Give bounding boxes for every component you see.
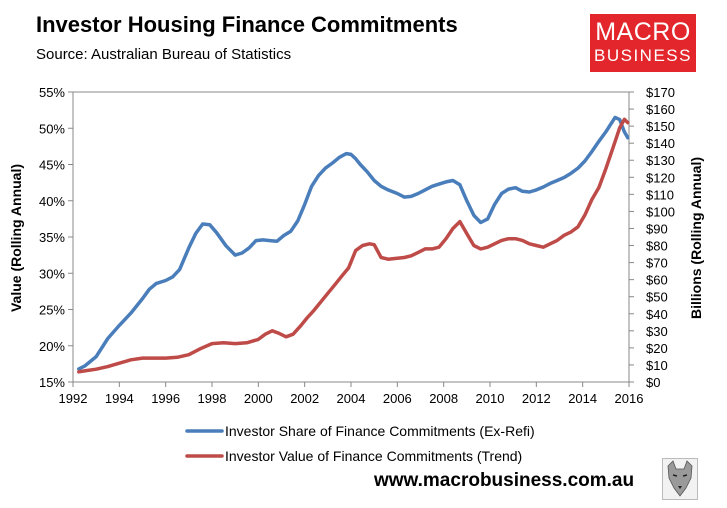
y-right-tick-label: $60: [646, 273, 668, 288]
y-left-tick-label: 55%: [39, 85, 65, 100]
y-axis-left-title: Value (Rolling Annual): [8, 164, 24, 312]
y-left-tick-label: 35%: [39, 230, 65, 245]
y-right-tick-label: $10: [646, 358, 668, 373]
y-right-tick-label: $80: [646, 239, 668, 254]
x-tick-label: 2008: [429, 391, 458, 406]
x-tick-label: 2010: [476, 391, 505, 406]
series-line-investor-share: [77, 115, 630, 371]
y-right-tick-label: $120: [646, 170, 675, 185]
x-tick-label: 2012: [522, 391, 551, 406]
x-tick-label: 1998: [198, 391, 227, 406]
x-tick-label: 2004: [337, 391, 366, 406]
legend-label: Investor Value of Finance Commitments (T…: [225, 448, 522, 464]
chart-series: [77, 115, 630, 374]
x-tick-label: 2002: [290, 391, 319, 406]
y-right-tick-label: $150: [646, 119, 675, 134]
chart-source: Source: Australian Bureau of Statistics: [36, 46, 292, 63]
chart-title: Investor Housing Finance Commitments: [36, 12, 458, 37]
x-tick-label: 1996: [151, 391, 180, 406]
x-tick-label: 1994: [105, 391, 134, 406]
wolf-icon: [662, 458, 698, 500]
series-line-investor-value: [77, 117, 630, 374]
y-right-tick-label: $70: [646, 256, 668, 271]
legend-label: Investor Share of Finance Commitments (E…: [225, 423, 535, 439]
macrobusiness-logo: MACRO BUSINESS: [590, 14, 696, 72]
y-right-tick-label: $130: [646, 153, 675, 168]
y-right-tick-label: $110: [646, 187, 674, 202]
y-right-tick-label: $170: [646, 85, 675, 100]
y-right-tick-label: $160: [646, 102, 675, 117]
y-left-tick-label: 25%: [39, 303, 65, 318]
plot-area-border: [72, 91, 630, 383]
x-tick-label: 2006: [383, 391, 412, 406]
y-left-tick-label: 15%: [39, 375, 65, 390]
x-tick-label: 2016: [615, 391, 644, 406]
y-left-tick-label: 30%: [39, 266, 65, 281]
y-left-tick-label: 40%: [39, 194, 65, 209]
y-right-tick-label: $50: [646, 290, 668, 305]
x-tick-label: 2014: [568, 391, 597, 406]
y-left-tick-label: 45%: [39, 158, 65, 173]
y-axis-right-title: Billions (Rolling Annual): [688, 157, 704, 319]
y-left-tick-label: 50%: [39, 121, 65, 136]
chart-axes: 1992 1994 1996 1998 2000 2002 2004 2006 2008 2010…: [39, 85, 675, 406]
chart-legend: Investor Share of Finance Commitments (E…: [185, 423, 535, 464]
logo-line-1: MACRO: [595, 18, 691, 46]
y-right-tick-label: $140: [646, 136, 675, 151]
logo-line-2: BUSINESS: [594, 46, 692, 65]
x-tick-label: 2000: [244, 391, 273, 406]
y-right-tick-label: $40: [646, 307, 668, 322]
y-right-tick-label: $30: [646, 324, 668, 339]
y-left-tick-label: 20%: [39, 339, 65, 354]
y-right-tick-label: $90: [646, 221, 668, 236]
y-right-tick-label: $20: [646, 341, 668, 356]
y-right-tick-label: $100: [646, 204, 675, 219]
website-url: www.macrobusiness.com.au: [374, 470, 635, 491]
y-right-tick-label: $0: [646, 375, 660, 390]
x-tick-label: 1992: [59, 391, 88, 406]
